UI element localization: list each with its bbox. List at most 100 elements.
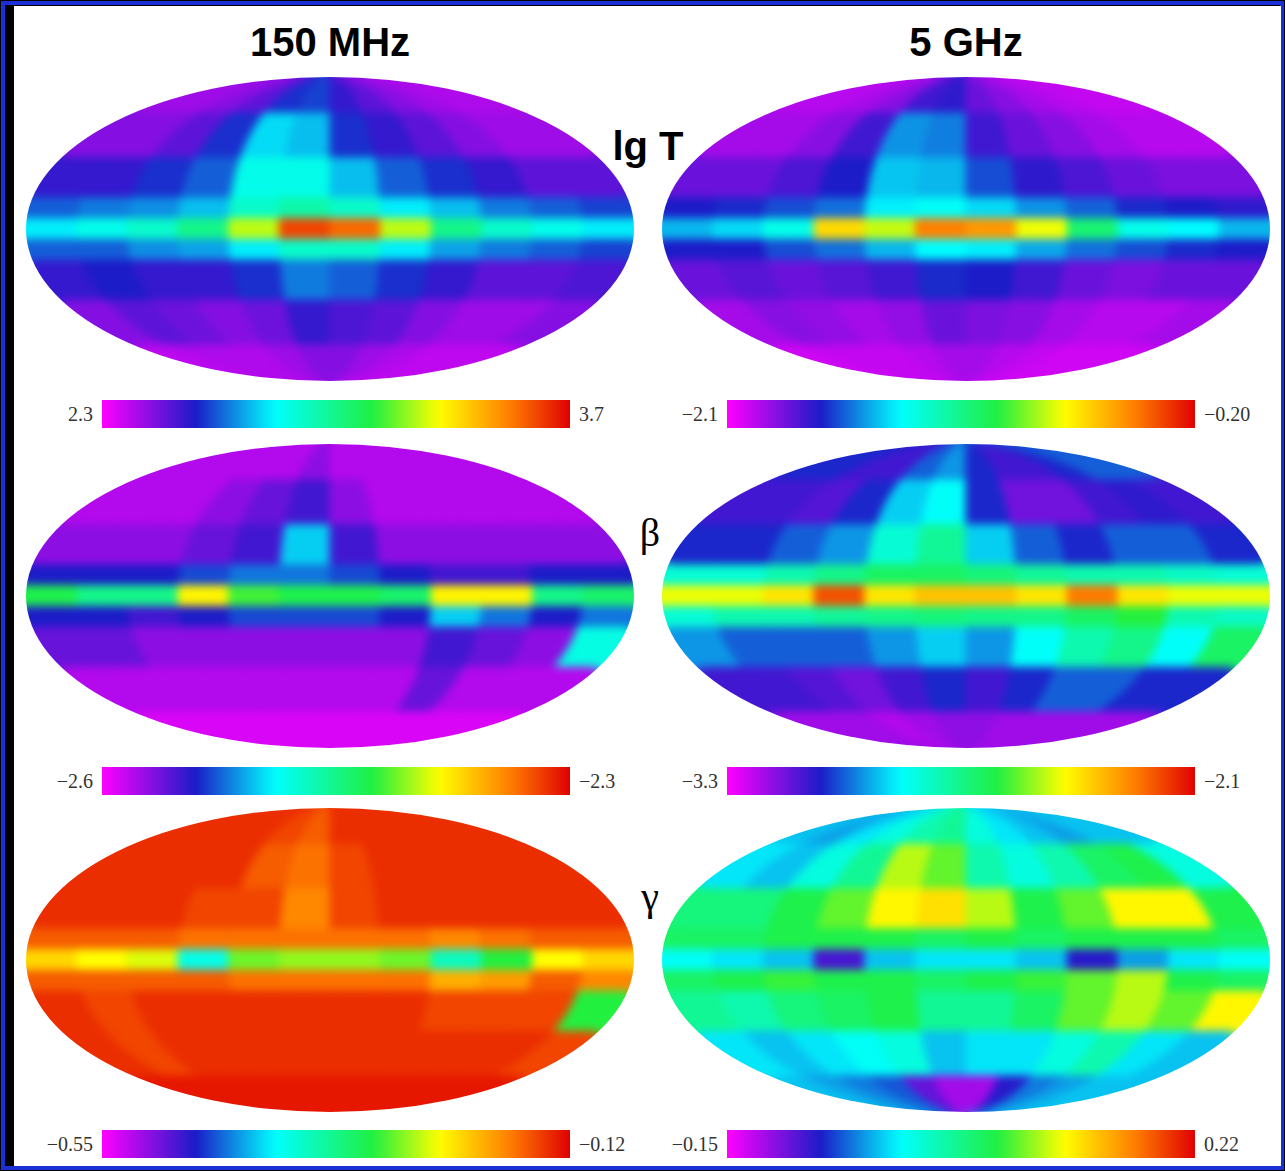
sky-cell bbox=[764, 565, 817, 586]
sky-cell bbox=[285, 1031, 330, 1076]
colorbar-tick-label: 2.3 bbox=[68, 403, 93, 425]
sky-cell bbox=[868, 345, 966, 381]
sky-cell bbox=[1168, 950, 1219, 971]
sky-cell bbox=[966, 525, 1016, 565]
sky-cell bbox=[867, 525, 921, 565]
sky-cell bbox=[229, 219, 280, 240]
sky-cell bbox=[494, 844, 599, 889]
sky-cell bbox=[1130, 480, 1235, 525]
sky-cell bbox=[915, 565, 966, 586]
sky-cell bbox=[814, 970, 866, 991]
sky-cell bbox=[663, 565, 718, 586]
sky-cell bbox=[1164, 606, 1218, 627]
sky-cell bbox=[1214, 970, 1269, 991]
sky-cell bbox=[835, 345, 966, 381]
sky-cell bbox=[1016, 239, 1068, 260]
sky-cell bbox=[713, 970, 767, 991]
sky-cell bbox=[662, 586, 713, 607]
sky-cell bbox=[966, 260, 1016, 300]
sky-cell bbox=[578, 970, 633, 991]
sky-cell bbox=[713, 239, 767, 260]
sky-cell bbox=[380, 239, 432, 260]
sky-cell bbox=[127, 950, 178, 971]
map bbox=[26, 808, 634, 1112]
sky-cell bbox=[916, 525, 966, 565]
sky-cell bbox=[865, 586, 916, 607]
sky-cell bbox=[865, 970, 917, 991]
sky-cell bbox=[330, 565, 381, 586]
sky-cell bbox=[528, 929, 582, 950]
sky-cell bbox=[583, 586, 634, 607]
sky-cell bbox=[966, 77, 1163, 113]
background bbox=[0, 0, 1285, 1171]
sky-cell bbox=[966, 444, 1163, 480]
sky-cell bbox=[1214, 929, 1269, 950]
sky-cell bbox=[814, 950, 865, 971]
sky-cell bbox=[1190, 260, 1264, 300]
sky-cell bbox=[431, 219, 482, 240]
sky-cell bbox=[77, 198, 131, 219]
sky-cell bbox=[865, 239, 917, 260]
sky-cell bbox=[835, 1076, 966, 1112]
sky-cell bbox=[814, 219, 865, 240]
sky-cell bbox=[663, 239, 718, 260]
sky-cell bbox=[229, 239, 281, 260]
sky-cell bbox=[1065, 929, 1117, 950]
sky-cell bbox=[578, 198, 633, 219]
map-cells bbox=[26, 77, 634, 381]
sky-cell bbox=[814, 586, 865, 607]
sky-cell bbox=[1017, 219, 1068, 240]
sky-cell bbox=[764, 929, 817, 950]
sky-cell bbox=[769, 345, 966, 381]
figure: 150 MHz5 GHz2.33.7−2.1−0.20−2.6−2.3−3.3−… bbox=[0, 0, 1285, 1171]
sky-cell bbox=[916, 158, 966, 198]
sky-cell bbox=[865, 950, 916, 971]
sky-cell bbox=[280, 525, 330, 565]
sky-cell bbox=[1115, 970, 1168, 991]
sky-cell bbox=[1118, 586, 1169, 607]
sky-cell bbox=[663, 970, 718, 991]
sky-cell bbox=[933, 444, 966, 480]
sky-cell bbox=[868, 1076, 966, 1112]
sky-cell bbox=[229, 198, 281, 219]
sky-cell bbox=[280, 991, 330, 1031]
sky-cell bbox=[133, 345, 330, 381]
sky-cell bbox=[330, 991, 380, 1031]
map-cells bbox=[662, 444, 1270, 748]
sky-cell bbox=[802, 1076, 966, 1112]
sky-cell bbox=[966, 219, 1017, 240]
row-label: lg T bbox=[612, 124, 683, 168]
sky-cell bbox=[330, 889, 380, 929]
sky-cell bbox=[867, 158, 921, 198]
sky-cell bbox=[769, 77, 966, 113]
row-label: β bbox=[640, 510, 660, 555]
sky-cell bbox=[127, 219, 178, 240]
sky-cell bbox=[297, 444, 330, 480]
sky-cell bbox=[966, 627, 1016, 667]
sky-cell bbox=[166, 712, 330, 748]
sky-cell bbox=[380, 606, 432, 627]
sky-cell bbox=[279, 198, 330, 219]
sky-cell bbox=[264, 444, 330, 480]
sky-cell bbox=[330, 239, 381, 260]
sky-cell bbox=[802, 444, 966, 480]
sky-cell bbox=[330, 627, 380, 667]
sky-cell bbox=[380, 970, 432, 991]
sky-cell bbox=[1065, 970, 1117, 991]
sky-cell bbox=[330, 808, 527, 844]
sky-cell bbox=[279, 219, 330, 240]
sky-cell bbox=[330, 525, 380, 565]
sky-cell bbox=[330, 444, 527, 480]
sky-cell bbox=[77, 565, 131, 586]
sky-cell bbox=[199, 712, 330, 748]
sky-cell bbox=[1115, 606, 1168, 627]
sky-cell bbox=[330, 260, 380, 300]
sky-cell bbox=[479, 606, 532, 627]
sky-cell bbox=[27, 970, 82, 991]
sky-cell bbox=[900, 345, 966, 381]
sky-cell bbox=[802, 345, 966, 381]
colorbar-tick-label: −2.3 bbox=[579, 770, 615, 792]
sky-cell bbox=[1016, 565, 1068, 586]
sky-cell bbox=[966, 565, 1017, 586]
sky-cell bbox=[764, 198, 817, 219]
